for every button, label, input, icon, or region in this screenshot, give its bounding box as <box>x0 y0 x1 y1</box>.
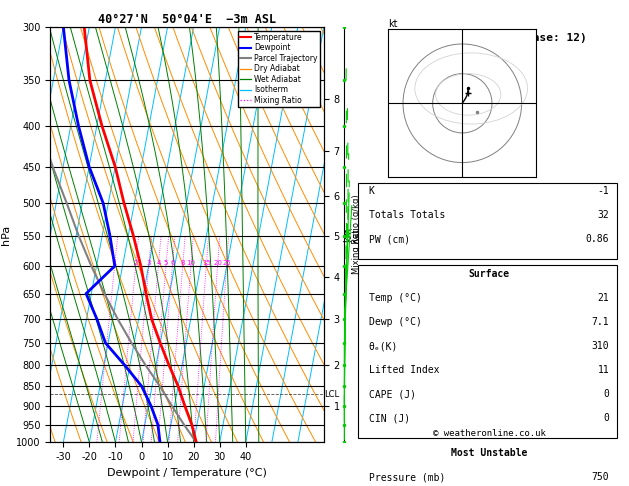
Text: © weatheronline.co.uk: © weatheronline.co.uk <box>433 429 545 438</box>
Text: 750: 750 <box>592 472 610 482</box>
Text: 4: 4 <box>156 260 160 266</box>
Text: Totals Totals: Totals Totals <box>369 210 445 220</box>
Text: -1: -1 <box>598 186 610 196</box>
Bar <box>358 265 618 438</box>
Text: LCL: LCL <box>324 390 339 399</box>
Text: 6: 6 <box>170 260 175 266</box>
Text: CIN (J): CIN (J) <box>369 414 410 423</box>
Text: 310: 310 <box>592 341 610 351</box>
Text: 3: 3 <box>147 260 151 266</box>
Text: 0: 0 <box>603 389 610 399</box>
Title: 40°27'N  50°04'E  −3m ASL: 40°27'N 50°04'E −3m ASL <box>98 13 276 26</box>
Legend: Temperature, Dewpoint, Parcel Trajectory, Dry Adiabat, Wet Adiabat, Isotherm, Mi: Temperature, Dewpoint, Parcel Trajectory… <box>238 31 320 107</box>
Text: 0: 0 <box>603 414 610 423</box>
Text: K: K <box>369 186 375 196</box>
Text: Mixing Ratio (g/kg): Mixing Ratio (g/kg) <box>352 195 361 274</box>
Text: 7.1: 7.1 <box>592 317 610 327</box>
Text: Lifted Index: Lifted Index <box>369 365 439 375</box>
Text: Temp (°C): Temp (°C) <box>369 293 421 303</box>
Text: Most Unstable: Most Unstable <box>451 448 527 458</box>
Text: 0.86: 0.86 <box>586 234 610 244</box>
Text: 11: 11 <box>598 365 610 375</box>
Text: 15: 15 <box>202 260 211 266</box>
Text: 21: 21 <box>598 293 610 303</box>
Text: 29.04.2024  15GMT  (Base: 12): 29.04.2024 15GMT (Base: 12) <box>391 33 587 43</box>
Bar <box>358 183 618 259</box>
Text: θₑ(K): θₑ(K) <box>369 341 398 351</box>
Text: Pressure (mb): Pressure (mb) <box>369 472 445 482</box>
Text: 2: 2 <box>133 260 138 266</box>
Text: 20: 20 <box>213 260 222 266</box>
Text: 25: 25 <box>222 260 231 266</box>
Text: 10: 10 <box>186 260 196 266</box>
Text: 8: 8 <box>181 260 185 266</box>
Text: kt: kt <box>388 19 398 29</box>
Text: Surface: Surface <box>469 269 509 279</box>
Text: CAPE (J): CAPE (J) <box>369 389 416 399</box>
Y-axis label: hPa: hPa <box>1 225 11 244</box>
Y-axis label: km
ASL: km ASL <box>343 226 364 243</box>
Text: 32: 32 <box>598 210 610 220</box>
Bar <box>358 444 618 486</box>
Text: 5: 5 <box>164 260 168 266</box>
X-axis label: Dewpoint / Temperature (°C): Dewpoint / Temperature (°C) <box>107 468 267 478</box>
Text: Dewp (°C): Dewp (°C) <box>369 317 421 327</box>
Text: 1: 1 <box>113 260 117 266</box>
Text: PW (cm): PW (cm) <box>369 234 410 244</box>
